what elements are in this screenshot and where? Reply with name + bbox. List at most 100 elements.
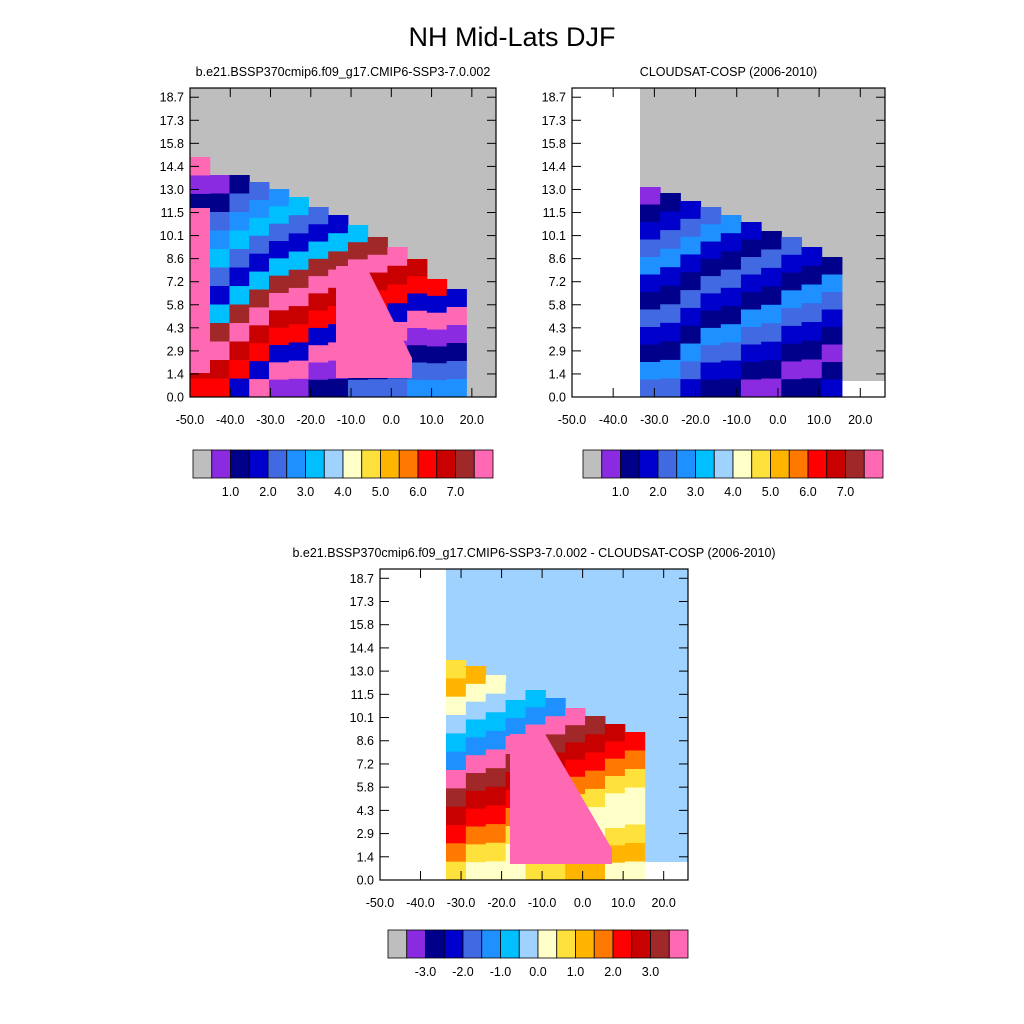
heatmap-cell — [801, 340, 823, 360]
heatmap-cell — [781, 237, 803, 256]
colorbar-swatch — [601, 449, 621, 479]
heatmap-cell — [720, 324, 742, 343]
heatmap-cell — [700, 258, 722, 277]
colorbar-swatch — [455, 449, 475, 479]
heatmap-cell — [426, 380, 448, 398]
heatmap-cell — [624, 769, 646, 788]
heatmap-cell — [565, 708, 586, 726]
heatmap-cell — [640, 327, 661, 345]
heatmap-cell — [720, 269, 742, 289]
x-tick-label: 10.0 — [611, 896, 635, 910]
heatmap-cell — [465, 683, 487, 703]
heatmap-cell — [821, 327, 843, 345]
colorbar-swatch — [417, 449, 438, 479]
colorbar-swatch — [380, 449, 400, 479]
heatmap-cell — [229, 286, 250, 305]
colorbar-swatch — [751, 449, 771, 479]
heatmap-cell — [268, 310, 290, 329]
heatmap-cell — [268, 241, 290, 259]
colorbar-swatch — [436, 449, 456, 479]
colorbar-label: 6.0 — [409, 485, 426, 499]
panel-title: CLOUDSAT-COSP (2006-2010) — [640, 65, 817, 79]
heatmap-cell — [407, 310, 428, 329]
heatmap-cell — [604, 810, 626, 829]
heatmap-cell — [446, 788, 467, 808]
heatmap-cell — [446, 307, 467, 326]
heatmap-cell — [660, 211, 681, 231]
heatmap-cell — [347, 225, 369, 243]
y-tick-label: 5.8 — [357, 781, 374, 795]
y-tick-label: 5.8 — [549, 298, 566, 312]
heatmap-cell — [761, 360, 782, 380]
heatmap-cell — [347, 379, 369, 398]
colorbar-swatch — [657, 449, 678, 479]
y-tick-label: 15.8 — [160, 137, 184, 151]
heatmap-cell — [308, 258, 329, 277]
y-tick-label: 10.1 — [542, 229, 566, 243]
heatmap-cell — [624, 843, 646, 862]
heatmap-cell — [565, 862, 586, 881]
colorbar-label: 4.0 — [724, 485, 741, 499]
colorbar-swatch — [593, 929, 614, 959]
heatmap-cell — [328, 251, 349, 271]
heatmap-cell — [505, 862, 526, 881]
heatmap-cell — [700, 293, 722, 312]
colorbar-label: -1.0 — [490, 965, 512, 979]
heatmap-cell — [209, 193, 230, 213]
heatmap-cell — [585, 716, 606, 735]
heatmap-cell — [640, 309, 661, 328]
heatmap-cell — [640, 204, 661, 223]
heatmap-cell — [485, 861, 507, 881]
heatmap-cell — [407, 259, 428, 277]
heatmap-cell — [801, 247, 823, 267]
heatmap-cell — [407, 379, 428, 398]
colorbar-swatch — [406, 929, 426, 959]
y-tick-label: 4.3 — [549, 321, 566, 335]
heatmap-cell — [387, 303, 408, 323]
heatmap-cell — [640, 257, 661, 275]
heatmap-cell — [308, 241, 329, 260]
heatmap-cell — [328, 215, 349, 234]
colorbar-swatch — [556, 929, 576, 959]
colorbar-label: 3.0 — [642, 965, 659, 979]
plot-frame — [189, 87, 497, 398]
plot-frame — [379, 568, 689, 881]
heatmap-cell — [720, 342, 742, 362]
heatmap-cell — [640, 292, 661, 310]
colorbar-label: 7.0 — [447, 485, 464, 499]
y-tick-label: 10.1 — [160, 229, 184, 243]
heatmap-cell — [426, 312, 448, 331]
heatmap-cell — [465, 737, 487, 756]
y-tick-label: 13.0 — [350, 665, 374, 679]
heatmap-cell — [801, 322, 823, 342]
heatmap-cell — [660, 359, 681, 379]
heatmap-cell — [308, 327, 329, 346]
heatmap-cell — [446, 289, 467, 308]
heatmap-cell — [660, 341, 681, 361]
heatmap-cell — [821, 379, 843, 398]
heatmap-cell — [229, 323, 250, 342]
heatmap-cell — [761, 267, 782, 287]
heatmap-cell — [229, 378, 250, 398]
heatmap-cell — [740, 274, 762, 293]
heatmap-cell — [209, 323, 230, 342]
heatmap-cell — [446, 696, 467, 716]
heatmap-cell — [209, 267, 230, 287]
colorbar-label: 6.0 — [799, 485, 816, 499]
heatmap-cell — [640, 187, 661, 205]
colorbar-label: 7.0 — [837, 485, 854, 499]
heatmap-core — [510, 734, 612, 864]
heatmap-cell — [485, 675, 507, 695]
heatmap-cell — [505, 718, 526, 737]
x-tick-label: -10.0 — [722, 413, 751, 427]
colorbar-label: -2.0 — [452, 965, 474, 979]
x-tick-label: -10.0 — [528, 896, 557, 910]
colorbar-swatch — [462, 929, 483, 959]
y-tick-label: 13.0 — [160, 183, 184, 197]
y-tick-label: 18.7 — [542, 91, 566, 105]
heatmap-cell — [485, 712, 507, 732]
heatmap-cell — [604, 776, 626, 794]
y-tick-label: 18.7 — [160, 91, 184, 105]
heatmap-cell — [680, 290, 702, 309]
heatmap-cell — [367, 254, 388, 274]
